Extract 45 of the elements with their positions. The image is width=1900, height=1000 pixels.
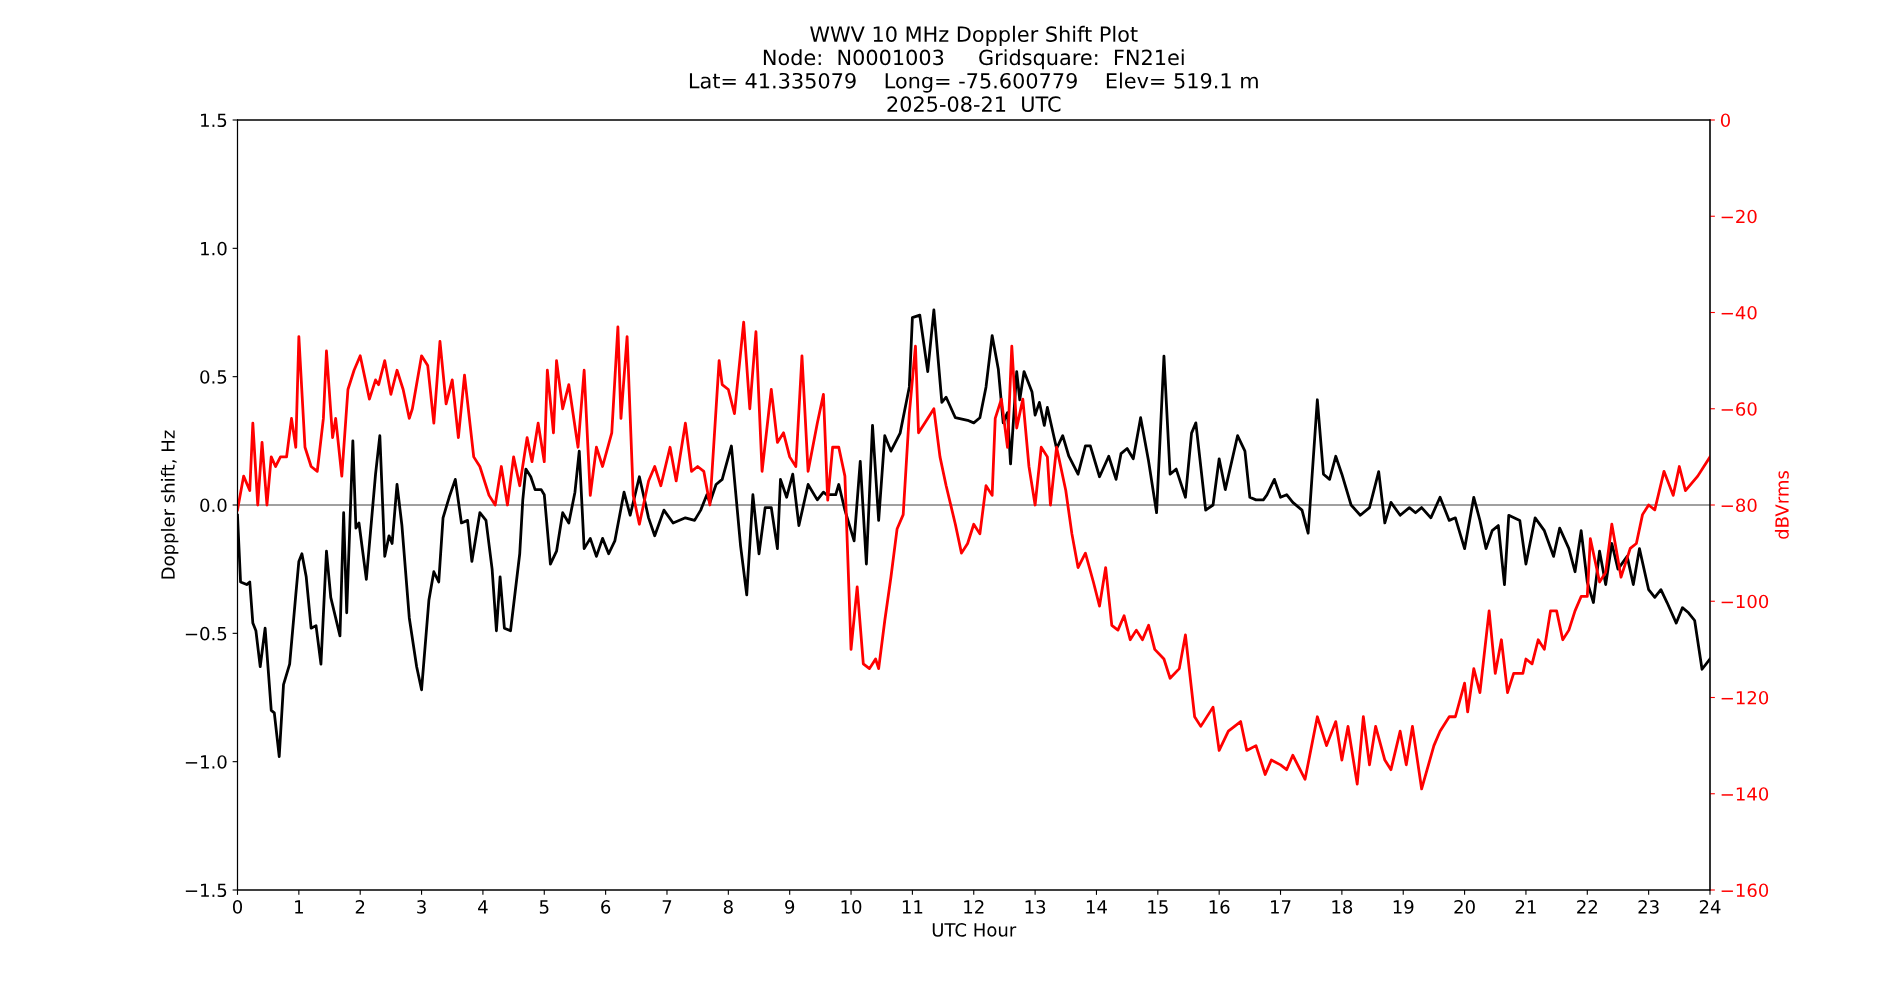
y-axis-title: Doppler shift, Hz — [160, 430, 179, 579]
x-tick-label: 15 — [1148, 900, 1168, 914]
y2-tick-label: −100 — [1721, 594, 1769, 609]
x-tick-label: 18 — [1332, 900, 1353, 914]
chart-title: WWV 10 MHz Doppler Shift Plot Node: N0001003 Gridsquare: FN21ei Lat= 41.335079 Long= -75.600779 Elev= 519.1 m 2025-08-21 UTC — [689, 25, 1258, 112]
x-tick-label: 6 — [601, 900, 611, 914]
x-tick-label: 9 — [785, 900, 795, 914]
y-tick-label: −1.0 — [185, 755, 227, 769]
x-tick-label: 22 — [1577, 900, 1597, 914]
x-tick-label: 1 — [295, 900, 303, 914]
x-tick-label: 13 — [1025, 900, 1046, 914]
x-tick-label: 20 — [1454, 900, 1475, 914]
x-tick-label: 19 — [1393, 900, 1414, 914]
y-tick-label: −1.5 — [185, 883, 227, 898]
x-tick-label: 10 — [841, 900, 862, 914]
x-tick-label: 2 — [355, 900, 365, 914]
x-tick-label: 12 — [964, 900, 984, 914]
y2-tick-label: 0 — [1720, 113, 1731, 128]
x-tick-label: 3 — [417, 900, 426, 914]
y2-tick-label: −160 — [1721, 883, 1769, 898]
y-tick-label: 0.0 — [200, 498, 227, 513]
x-tick-label: 24 — [1699, 900, 1721, 914]
y-tick-label: 1.0 — [201, 241, 227, 256]
x-tick-label: 8 — [723, 900, 733, 914]
y2-tick-label: −140 — [1721, 787, 1769, 801]
y2-tick-label: −20 — [1721, 209, 1757, 224]
y-tick-label: −0.5 — [185, 626, 227, 641]
y2-tick-label: −120 — [1721, 690, 1769, 705]
y2-tick-label: −80 — [1721, 498, 1757, 513]
x-tick-label: 14 — [1086, 900, 1107, 914]
x-tick-label: 0 — [232, 900, 243, 914]
x-tick-label: 11 — [902, 900, 923, 914]
x-tick-label: 16 — [1209, 900, 1230, 914]
x-tick-label: 4 — [478, 900, 488, 914]
y-tick-label: 1.5 — [201, 113, 227, 128]
y2-tick-label: −40 — [1721, 305, 1757, 320]
x-tick-label: 7 — [662, 900, 672, 914]
y2-axis-title: dBVrms — [1774, 471, 1789, 539]
x-tick-label: 23 — [1638, 900, 1659, 914]
x-tick-label: 17 — [1271, 900, 1291, 914]
x-tick-label: 5 — [539, 900, 549, 914]
y-tick-label: 0.5 — [200, 370, 227, 384]
y2-tick-label: −60 — [1721, 402, 1757, 416]
x-axis-title: UTC Hour — [932, 923, 1017, 937]
x-tick-label: 21 — [1515, 900, 1536, 914]
